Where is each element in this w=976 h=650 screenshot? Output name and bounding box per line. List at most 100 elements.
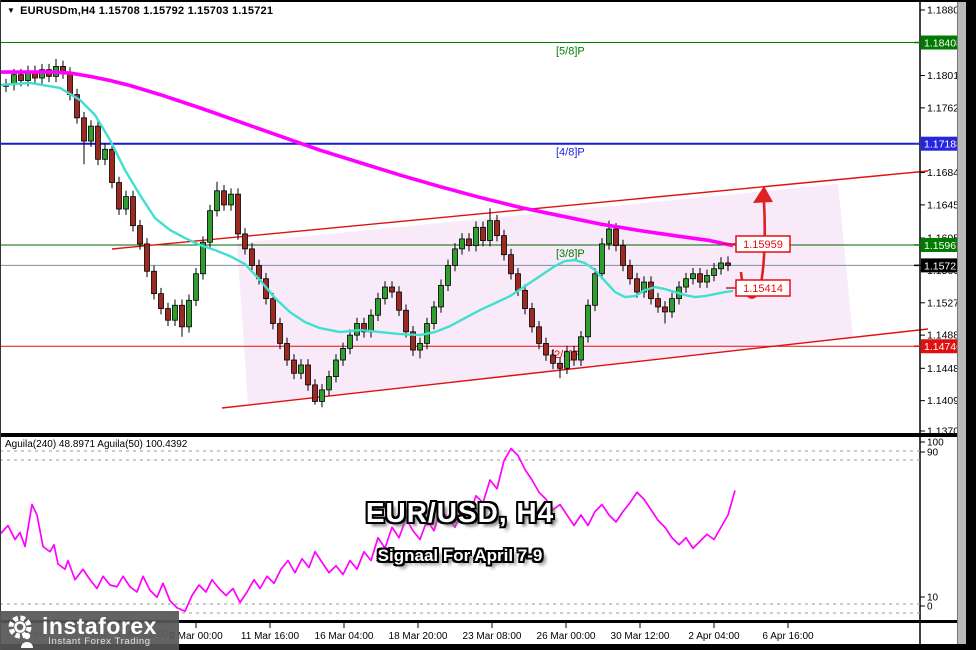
price-box-value: 1.15414 [743,283,783,295]
candle-body [277,323,283,344]
logo-tagline: Instant Forex Trading [48,635,151,647]
candle-body [410,331,416,351]
candle-body [165,308,171,321]
candle-body [648,281,654,300]
logo-name: instaforex [42,612,157,639]
candle-body [529,308,535,328]
candle-body [39,69,45,79]
candle-body [179,304,185,328]
candle-body [172,304,178,321]
candle-body [242,233,248,250]
price-box [735,235,791,253]
candle-body [396,291,402,311]
symbol-dropdown-icon[interactable]: ▼ [7,6,16,15]
price-badge-value: 1.17188 [924,139,962,151]
date-label: 26 Mar 00:00 [537,631,596,642]
candle-body [564,351,570,369]
candle-body [340,347,346,361]
candle-body [417,343,423,351]
candle-body [445,265,451,286]
candle-body [480,226,486,241]
candle-body [333,359,339,378]
candle-body [347,334,353,349]
candle-body [536,326,542,344]
instaforex-gear-icon [8,615,33,648]
date-label: 6 Apr 16:00 [762,631,814,642]
right-scrollbar-strip [957,2,967,644]
candle-body [291,359,297,374]
candle-body [683,278,689,288]
candle-body [214,190,220,212]
candle-body [557,362,563,369]
candle-body [186,299,192,328]
price-badge [921,339,965,354]
candle-body [389,286,395,293]
candle-body [116,182,122,210]
channel-trendline [221,328,929,409]
panel-divider-main-oscillator[interactable] [0,433,957,437]
candle-body [326,376,332,391]
price-axis-label: 1.18800 [927,5,965,17]
candle-body [151,270,157,295]
candle-body [452,248,458,266]
level-label: [4/8]P [556,147,585,159]
candle-body [298,364,304,374]
price-badge-value: 1.18408 [924,38,962,50]
candle-body [207,210,213,243]
candle-body [550,354,556,364]
price-badge [921,258,965,273]
window-border-left [0,0,1,650]
panel-divider-oscillator-dates[interactable] [0,620,957,623]
candle-body [249,248,255,266]
date-label: 30 Mar 12:00 [611,631,670,642]
price-box-value: 1.15959 [743,239,783,251]
signal-arrow-head [753,186,773,203]
level-label: [3/8]P [556,248,585,260]
candle-body [515,273,521,291]
candle-body [235,193,241,235]
candle-body [508,254,514,275]
date-label: 16 Mar 04:00 [315,631,374,642]
price-axis-label: 1.17620 [927,102,965,114]
oscillator-axis-label: 100 [927,438,944,449]
candle-body [578,336,584,361]
date-label: 9 Mar 00:00 [169,631,223,642]
candle-body [74,94,80,119]
candle-body [144,243,150,272]
candle-body [585,304,591,338]
candle-body [130,196,136,227]
candle-body [627,265,633,280]
candle-body [375,298,381,316]
candle-body [137,225,143,245]
watermark-title: EUR/USD, H4 [365,497,555,528]
candle-body [200,241,206,275]
price-axis-label: 1.14090 [927,395,965,407]
candle-body [662,306,668,313]
date-label: 18 Mar 20:00 [389,631,448,642]
candle-body [690,273,696,280]
symbol-ohlc-info: ▼ EURUSDm,H4 1.15708 1.15792 1.15703 1.15… [7,5,273,17]
oscillator-axis-label: 90 [927,448,939,459]
ma-magenta-240 [0,70,734,248]
price-badge [921,237,965,252]
candle-body [88,125,94,142]
candle-body [494,220,500,237]
window-border-top [0,0,976,2]
candle-body [270,298,276,324]
oscillator-header: Aguila(240) 48.8971 Aguila(50) 100.4392 [5,439,188,450]
price-axis-label: 1.18010 [927,70,965,82]
candle-body [655,298,661,308]
window-border-bottom [0,644,976,650]
price-axis-label: 1.16840 [927,167,965,179]
candle-body [305,364,311,386]
candle-body [95,125,101,160]
symbol-ohlc-text: EURUSDm,H4 1.15708 1.15792 1.15703 1.157… [20,5,274,17]
candle-body [718,262,724,270]
candle-body [438,284,444,308]
price-axis-label: 1.14880 [927,330,965,342]
price-badge-value: 1.15967 [924,240,962,252]
candle-body [543,343,549,356]
watermark-subtitle: Signaal For April 7-9 [377,546,543,565]
